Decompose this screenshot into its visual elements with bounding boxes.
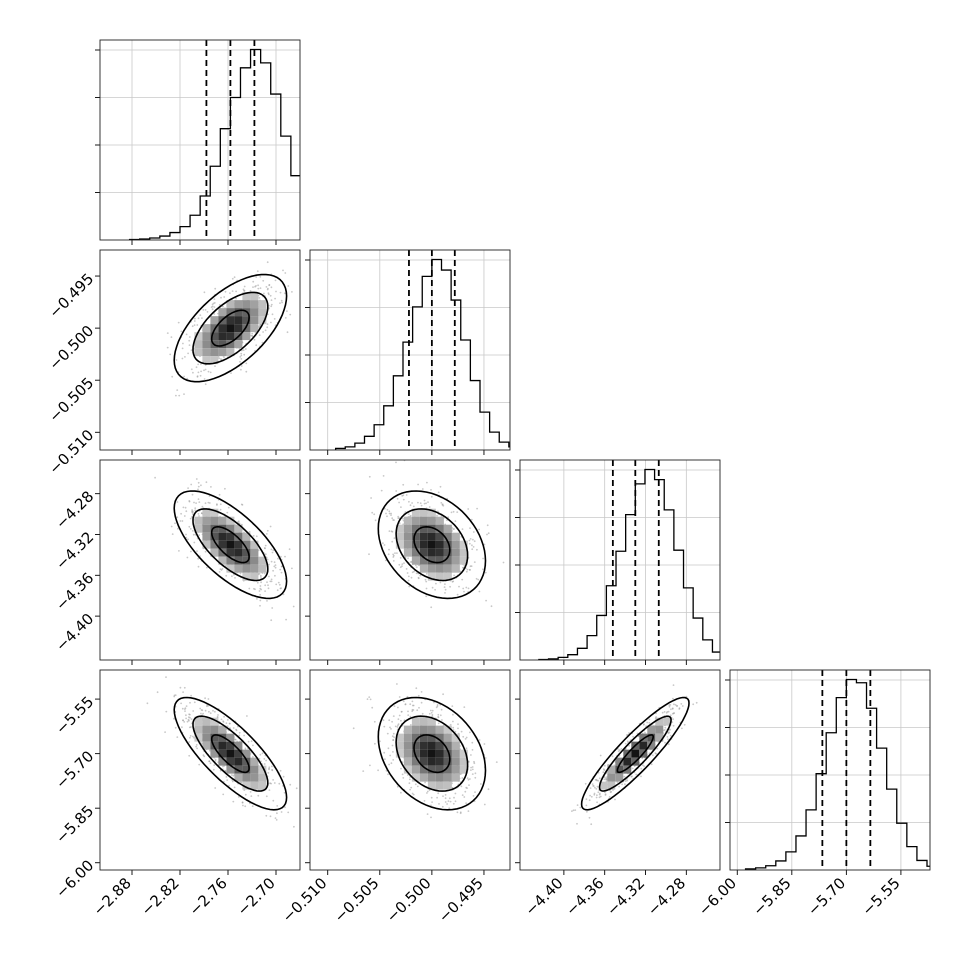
ylabel-3-3: −5.55 (52, 693, 97, 738)
xlabel-0-1: −2.82 (138, 874, 183, 919)
xlabel-1-0: −0.510 (279, 874, 331, 926)
contour-1-0-0 (210, 309, 250, 347)
hist-2-steps (538, 468, 720, 660)
ylabel-2-3: −4.28 (52, 487, 97, 532)
xlabel-2-0: −4.40 (521, 874, 566, 919)
density-3-0 (194, 717, 267, 790)
xlabel-1-2: −0.500 (383, 874, 435, 926)
contour-3-1-1 (395, 715, 469, 792)
contour-3-0-1 (192, 715, 269, 792)
panel-3-0-frame (99, 669, 301, 871)
ylabel-3-0: −6.00 (52, 856, 97, 901)
panel-2-2 (515, 459, 721, 665)
hist-1-frame (309, 249, 511, 451)
panel-3-3 (725, 669, 931, 875)
density-2-1 (395, 508, 468, 581)
contour-3-1-0 (413, 734, 451, 774)
ylabel-3-2: −5.70 (52, 747, 97, 792)
ylabel-2-1: −4.36 (52, 569, 97, 614)
panel-0-0 (95, 39, 301, 245)
contour-2-1-2 (377, 490, 487, 600)
ylabel-2-2: −4.32 (52, 528, 97, 573)
panel-2-0-frame (99, 459, 301, 661)
ylabel-2-0: −4.40 (52, 610, 97, 655)
hist-2-frame (519, 459, 721, 661)
ylabel-3-1: −5.85 (52, 802, 97, 847)
density-3-1 (395, 717, 468, 790)
xlabel-1-3: −0.495 (435, 874, 487, 926)
xlabel-0-3: −2.70 (234, 874, 279, 919)
hist-0-frame (99, 39, 301, 241)
panel-2-0 (95, 459, 301, 665)
xlabel-2-2: −4.32 (603, 874, 648, 919)
density-1-0 (194, 292, 267, 365)
contour-2-1-1 (395, 508, 469, 582)
panel-3-0 (95, 669, 301, 875)
xlabel-1-1: −0.505 (331, 874, 383, 926)
hist-3-frame (729, 669, 931, 871)
contour-1-0-1 (192, 291, 269, 365)
hist-3-steps (744, 678, 930, 870)
contour-3-2-0 (616, 734, 655, 774)
contour-2-0-0 (210, 526, 250, 564)
xlabel-3-3: −5.55 (859, 874, 904, 919)
contour-3-0-2 (173, 696, 288, 811)
xlabel-0-2: −2.76 (186, 874, 231, 919)
contour-2-1-0 (413, 525, 451, 564)
panel-1-0 (95, 249, 301, 455)
xlabel-3-1: −5.85 (749, 874, 794, 919)
contour-3-2-1 (598, 715, 672, 792)
contour-1-0-2 (173, 273, 288, 383)
panel-3-2 (515, 669, 721, 875)
xlabel-2-1: −4.36 (562, 874, 607, 919)
xlabel-3-0: −6.00 (695, 874, 740, 919)
xlabel-3-2: −5.70 (804, 874, 849, 919)
contour-3-2-2 (580, 696, 690, 811)
ylabel-1-2: −0.500 (45, 322, 97, 374)
hist-1-steps (334, 258, 510, 450)
panel-1-0-frame (99, 249, 301, 451)
panel-3-1-frame (309, 669, 511, 871)
panel-2-1 (305, 459, 511, 665)
contour-2-0-2 (173, 490, 288, 600)
contour-3-1-2 (377, 696, 487, 811)
density-2-0 (194, 508, 267, 581)
ylabel-1-1: −0.505 (45, 374, 97, 426)
ylabel-1-0: −0.510 (45, 426, 97, 478)
xlabel-2-3: −4.28 (644, 874, 689, 919)
xlabel-0-0: −2.88 (90, 874, 135, 919)
contour-3-0-0 (210, 734, 250, 774)
panel-2-1-frame (309, 459, 511, 661)
contour-2-0-1 (192, 508, 269, 582)
panel-3-1 (305, 669, 511, 875)
panel-3-2-frame (519, 669, 721, 871)
ylabel-1-3: −0.495 (45, 270, 97, 322)
panel-1-1 (305, 249, 511, 455)
